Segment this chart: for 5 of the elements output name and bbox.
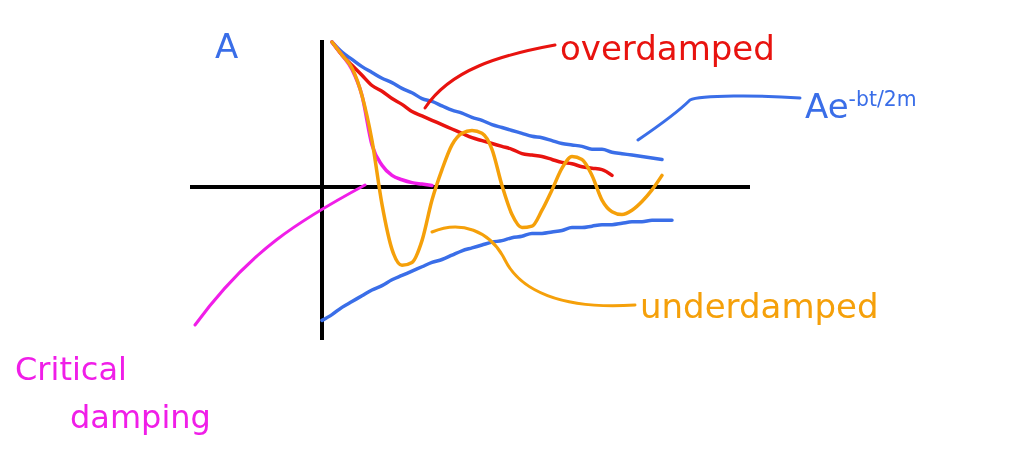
- text: A: [215, 26, 239, 66]
- text: Critical damping: [15, 350, 211, 436]
- text: overdamped: [560, 28, 775, 68]
- legend-label: Ae$^{-bt/2m}$: [805, 86, 917, 126]
- text: underdamped: [640, 286, 879, 326]
